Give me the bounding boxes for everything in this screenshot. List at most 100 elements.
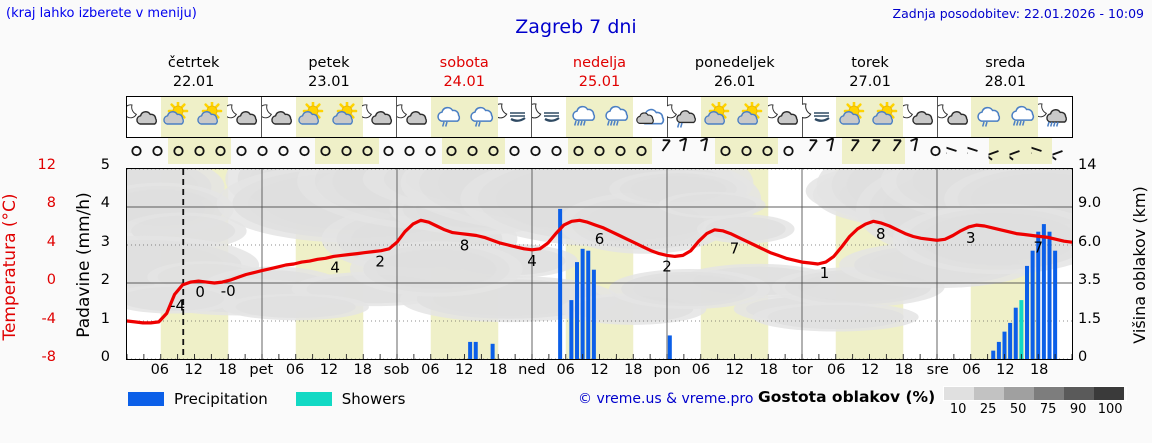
day-header-5: torek 27.01	[802, 54, 937, 94]
cloud-density-scale-bar	[943, 386, 1128, 401]
time-label: ned	[518, 362, 546, 378]
time-label: 12	[319, 362, 339, 378]
time-label: sob	[383, 362, 410, 378]
axis-tick: 5	[100, 157, 110, 173]
day-name: nedelja	[572, 55, 627, 71]
day-header-4: ponedeljek 26.01	[667, 54, 802, 94]
time-label: 18	[1029, 362, 1049, 378]
cloud-density-swatch-100	[1094, 387, 1125, 400]
weather-icon-moon-cloud	[126, 97, 161, 137]
wind-barb-calm	[421, 138, 442, 164]
weather-icon-moon-wind	[531, 97, 566, 137]
weather-icon-sun-cloud	[194, 97, 228, 137]
svg-text:7: 7	[1033, 238, 1043, 256]
precipitation-legend-label: Precipitation	[174, 390, 268, 408]
cloud-density-scale: 10 25 50 75 90 100	[943, 386, 1128, 417]
axis-tick: 12	[37, 157, 56, 173]
cloud-density-legend: Gostota oblakov (%) 10 25 50 75 90 100	[758, 386, 1128, 417]
wind-barb-calm	[567, 138, 590, 164]
wind-barb-barb-s	[673, 138, 694, 164]
wind-barb-calm	[757, 138, 779, 164]
precipitation-axis-title-label: Padavine (mm/h)	[74, 192, 94, 338]
time-label: sre	[926, 362, 949, 378]
axis-tick: 4	[100, 195, 110, 212]
axis-tick: -8	[41, 349, 56, 365]
cloud-height-axis-title-label: Višina oblakov (km)	[1130, 186, 1149, 344]
axis-tick: 6.0	[1078, 233, 1102, 250]
day-date: 24.01	[443, 74, 485, 90]
day-name: torek	[851, 55, 889, 71]
weather-icon-moon-cloud	[362, 97, 397, 137]
wind-barb-calm	[315, 138, 337, 164]
time-label: 06	[285, 362, 305, 378]
axis-tick: 4	[46, 233, 56, 250]
weather-icon-cloud	[633, 97, 667, 137]
time-label: 12	[590, 362, 609, 378]
svg-text:7: 7	[730, 239, 740, 257]
day-header-6: sreda 28.01	[938, 54, 1073, 94]
cloud-density-tick: 100	[1097, 402, 1123, 417]
wind-barb-calm	[126, 138, 147, 164]
svg-text:1: 1	[820, 264, 830, 282]
day-date: 26.01	[714, 74, 756, 90]
weather-icon-moon-rain	[1038, 97, 1072, 137]
cloud-height-axis-title: Višina oblakov (km)	[1130, 170, 1152, 343]
wind-barb-barb-s	[905, 138, 926, 164]
axis-tick: -4	[41, 310, 56, 327]
weather-icon-moon-cloud	[227, 97, 262, 137]
wind-barb-calm	[210, 138, 232, 164]
wind-barb-calm	[441, 138, 463, 164]
day-name: sreda	[985, 55, 1026, 71]
weather-icon-cloud-drizzle	[464, 97, 498, 137]
wind-barb-barb-e	[946, 138, 968, 164]
wind-barb-barb-sw	[841, 138, 863, 164]
svg-text:3: 3	[966, 229, 976, 247]
svg-text:-4: -4	[170, 296, 185, 314]
wind-barb-calm	[631, 138, 653, 164]
axis-tick: 0	[46, 272, 56, 289]
wind-barb-barb-sw	[652, 138, 673, 164]
day-name: ponedeljek	[694, 55, 775, 71]
wind-barb-calm	[778, 138, 799, 164]
weather-icon-moon-drizzle	[666, 97, 702, 137]
forecast-plot-area: -4 0 -0 4 2 8 4 6 2 7 1 8 3 7	[126, 168, 1073, 360]
cloud-density-scale-labels: 10 25 50 75 90 100	[943, 402, 1127, 417]
axis-tick: 8	[46, 195, 56, 212]
weather-icon-sun-cloud	[734, 97, 769, 137]
axis-tick: 1.5	[1078, 310, 1102, 327]
wind-barb-calm	[589, 138, 611, 164]
time-label: pon	[653, 362, 681, 378]
time-label: tor	[792, 362, 813, 378]
weather-icon-moon-wind	[497, 97, 532, 137]
time-label: pet	[249, 362, 274, 378]
temperature-axis-title-label: Temperatura (°C)	[0, 193, 20, 341]
time-label: 06	[827, 362, 846, 378]
svg-text:2: 2	[375, 253, 385, 271]
weather-icon-moon-cloud	[936, 97, 972, 137]
weather-icon-moon-cloud	[902, 97, 937, 137]
day-date: 25.01	[578, 74, 621, 90]
weather-icon-cloud-rain	[1004, 97, 1039, 137]
day-name: četrtek	[167, 55, 220, 71]
day-name: sobota	[439, 55, 489, 71]
cloud-density-swatch-90	[1064, 387, 1095, 400]
time-label: 12	[725, 362, 745, 378]
time-label: 18	[488, 362, 508, 378]
time-label: 12	[996, 362, 1015, 378]
time-label: 12	[860, 362, 880, 378]
showers-swatch	[295, 392, 332, 406]
axis-tick: 1	[100, 310, 110, 327]
wind-barb-calm	[147, 138, 168, 164]
day-header-0: četrtek 22.01	[126, 54, 261, 94]
day-date: 27.01	[849, 74, 891, 90]
wind-barb-barb-s	[694, 138, 715, 164]
wind-barb-calm	[462, 138, 484, 164]
time-label: 06	[150, 362, 170, 378]
axis-tick: 0	[1078, 349, 1088, 365]
weather-icon-cloud-rain	[599, 97, 633, 137]
temperature-axis-title: Temperatura (°C)	[0, 0, 24, 340]
time-label: 12	[184, 362, 203, 378]
svg-text:2: 2	[662, 257, 672, 275]
page-title: Zagreb 7 dni	[515, 16, 637, 38]
time-label: 18	[218, 362, 237, 378]
